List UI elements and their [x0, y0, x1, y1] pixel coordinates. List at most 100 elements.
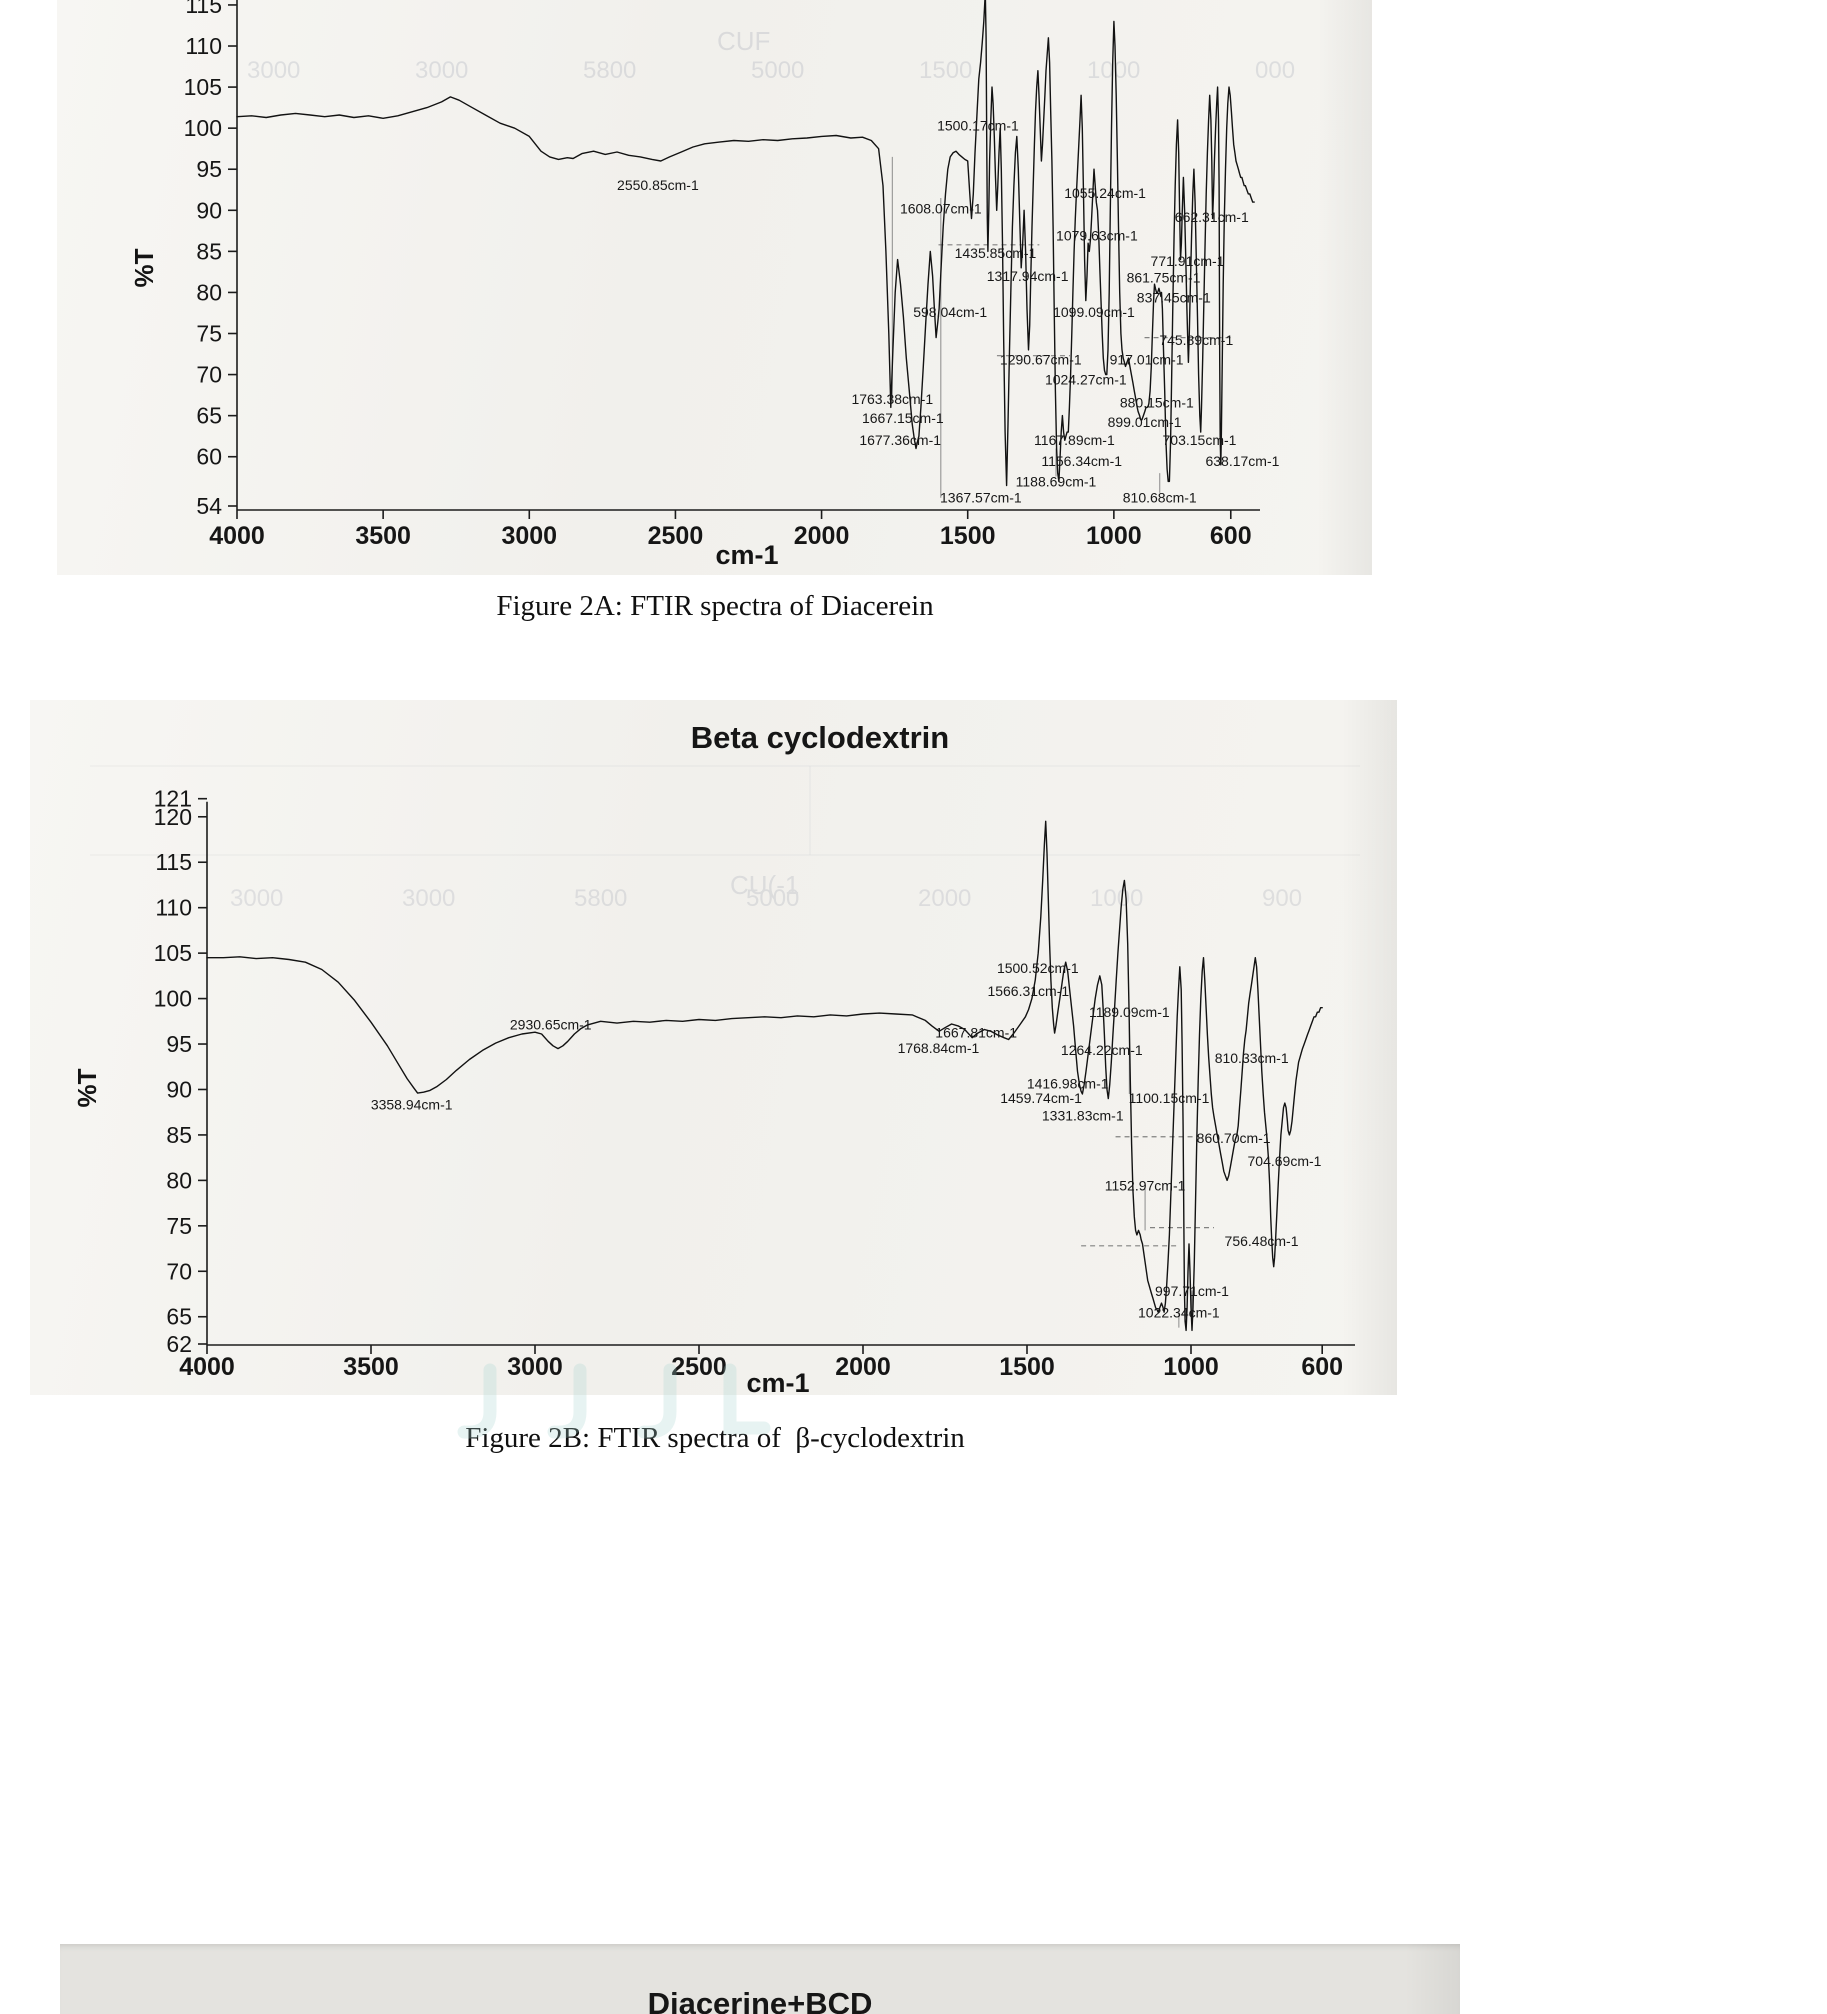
peak-annotation: 2550.85cm-1: [617, 177, 699, 193]
axes: [206, 801, 1355, 1346]
y-tick-label: 80: [196, 279, 222, 305]
peak-annotation: 1167.89cm-1: [1034, 432, 1115, 448]
peak-annotation: 598.04cm-1: [913, 304, 987, 320]
peak-annotation: 771.91cm-1: [1151, 253, 1225, 269]
y-axis-title: %T: [129, 248, 159, 287]
ghost-tick-label: 1500: [919, 57, 972, 84]
peak-annotation: 1024.27cm-1: [1045, 371, 1127, 387]
figure-2a-scan: 3000 3000 5800 5000 1500 1000 000 CUF 115 110 105 1…: [57, 0, 1372, 575]
y-tick-label: 85: [196, 238, 222, 264]
y-tick-label: 121: [154, 786, 192, 812]
x-tick-label: 600: [1301, 1353, 1343, 1381]
y-axis: 115 110 105 100 95 90 85 80 75 70 65 60 54: [184, 0, 237, 519]
peak-annotation: 997.71cm-1: [1155, 1283, 1229, 1299]
figure-2b-scan: Beta cyclodextrin 3000 3000 5800 5000 2000 10…: [30, 700, 1397, 1395]
x-tick-label: 1500: [999, 1353, 1055, 1381]
y-axis-title: %T: [72, 1068, 102, 1107]
peak-annotation: 861.75cm-1: [1127, 270, 1201, 286]
x-axis-title: cm-1: [746, 1368, 809, 1395]
peak-annotation: 1763.38cm-1: [851, 391, 933, 407]
peak-annotation: 810.68cm-1: [1123, 490, 1197, 506]
y-tick-label: 60: [196, 444, 222, 470]
figure-2a-caption: Figure 2A: FTIR spectra of Diacerein: [496, 590, 934, 622]
peak-annotation: 1022.34cm-1: [1138, 1305, 1220, 1321]
y-tick-label: 105: [154, 940, 192, 966]
y-tick-label: 115: [185, 0, 222, 18]
y-tick-label: 120: [154, 804, 192, 830]
ghost-bleedthrough: 3000 3000 5800 5000 1500 1000 000 CUF: [247, 26, 1295, 84]
figure-2c-chart-title: Diacerine+BCD: [647, 1986, 873, 2014]
x-tick-label: 3500: [355, 522, 411, 550]
ghost-tick-label: 3000: [230, 885, 283, 912]
peak-annotation: 1188.69cm-1: [1016, 473, 1097, 489]
ghost-tick-label: 1000: [1090, 885, 1143, 912]
ghost-tick-label: 5000: [746, 885, 799, 912]
peak-annotation: 1459.74cm-1: [1000, 1090, 1082, 1106]
y-tick-label: 54: [196, 493, 222, 519]
y-tick-label: 75: [166, 1213, 192, 1239]
ghost-tick-label: 2000: [918, 885, 971, 912]
peak-annotation: 880.15cm-1: [1120, 394, 1194, 410]
peak-annotation: 703.15cm-1: [1163, 432, 1237, 448]
peak-annotation: 1189.09cm-1: [1089, 1004, 1170, 1020]
peak-annotation: 1566.31cm-1: [987, 983, 1069, 999]
ghost-tick-label: 5800: [583, 57, 636, 84]
peak-annotation: 899.01cm-1: [1108, 414, 1182, 430]
y-tick-label: 90: [196, 197, 222, 223]
peak-annotation: 917.01cm-1: [1110, 352, 1184, 368]
y-tick-label: 100: [154, 986, 192, 1012]
x-tick-label: 2000: [835, 1353, 891, 1381]
ghost-bleedthrough: 3000 3000 5800 5000 2000 1000 900 CU(-1: [90, 765, 1360, 912]
peak-annotation: 1677.36cm-1: [859, 432, 941, 448]
ghost-tick-label: 000: [1255, 57, 1295, 84]
x-tick-label: 1500: [940, 522, 996, 550]
peak-annotation: 1416.98cm-1: [1027, 1076, 1109, 1092]
x-axis: 4000 3500 3000 2500 2000 1500 1000 600: [179, 1345, 1343, 1381]
peak-annotation: 1152.97cm-1: [1105, 1177, 1186, 1193]
x-axis-title: cm-1: [715, 540, 778, 570]
ghost-axis-title: CUF: [717, 26, 770, 56]
peak-annotation: 1667.15cm-1: [862, 410, 944, 426]
x-axis: 4000 3500 3000 2500 2000 1500 1000 600: [209, 510, 1252, 550]
x-tick-label: 4000: [209, 522, 265, 550]
peak-annotation: 860.70cm-1: [1197, 1130, 1271, 1146]
x-tick-label: 4000: [179, 1353, 235, 1381]
y-tick-label: 70: [166, 1258, 192, 1284]
x-tick-label: 2000: [794, 522, 850, 550]
y-tick-label: 105: [184, 74, 222, 100]
peak-annotation: 1100.15cm-1: [1129, 1090, 1210, 1106]
x-tick-label: 1000: [1163, 1353, 1219, 1381]
peak-annotation: 1367.57cm-1: [940, 490, 1022, 506]
figure-2c-scan: Diacerine+BCD: [60, 1944, 1460, 2014]
figure-2b-caption: Figure 2B: FTIR spectra of β-cyclodextri…: [465, 1422, 965, 1454]
peak-annotation: 1055.24cm-1: [1064, 185, 1146, 201]
ghost-tick-label: 3000: [402, 885, 455, 912]
y-tick-label: 100: [184, 115, 222, 141]
peak-annotation: 810.33cm-1: [1215, 1050, 1289, 1066]
y-tick-label: 115: [155, 849, 192, 875]
y-tick-label: 75: [196, 321, 222, 347]
ghost-tick-label: 900: [1262, 885, 1302, 912]
peak-annotation: 1331.83cm-1: [1042, 1107, 1124, 1123]
y-tick-label: 95: [166, 1031, 192, 1057]
y-tick-label: 80: [166, 1167, 192, 1193]
x-tick-label: 3000: [507, 1353, 563, 1381]
peak-annotations: 2550.85cm-1 1500.17cm-1 1608.07cm-1 1055.24…: [617, 118, 1280, 506]
spectrum-trace: [206, 820, 1323, 1332]
axes: [236, 0, 1260, 511]
y-tick-label: 70: [196, 362, 222, 388]
y-tick-label: 110: [155, 895, 192, 921]
peak-annotation: 1290.67cm-1: [1000, 352, 1082, 368]
peak-annotation: 745.89cm-1: [1159, 332, 1233, 348]
ghost-axis-title: CU(-1: [730, 870, 799, 900]
peak-annotation: 1500.17cm-1: [937, 118, 1019, 134]
figure-2b-chart-title: Beta cyclodextrin: [690, 720, 950, 755]
peak-annotation: 3358.94cm-1: [371, 1096, 453, 1112]
y-tick-label: 62: [166, 1331, 192, 1357]
y-tick-label: 95: [196, 156, 222, 182]
peak-annotation: 1500.52cm-1: [997, 960, 1079, 976]
peak-annotation: 1264.22cm-1: [1061, 1042, 1143, 1058]
y-tick-label: 90: [166, 1076, 192, 1102]
